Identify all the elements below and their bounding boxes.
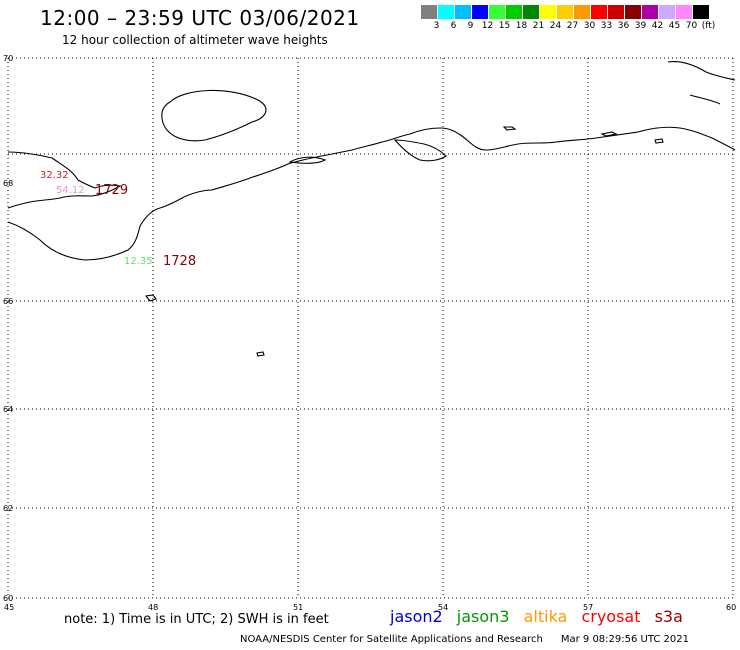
- color-legend-labels: 3 6 9 12 15 18 21 24 27 30 33 36 39 42 45 70 (ft): [421, 21, 740, 33]
- coast-ne: [667, 61, 736, 81]
- legend-label: (ft): [701, 21, 716, 31]
- legend-label: 33: [600, 21, 613, 31]
- x-tick-label: 57: [583, 603, 593, 612]
- credit-text: NOAA/NESDIS Center for Satellite Applica…: [240, 634, 543, 645]
- islet-3: [502, 126, 517, 131]
- coast-west: [7, 151, 122, 209]
- satellite-jason3: jason3: [456, 607, 510, 626]
- islet-4: [600, 131, 618, 137]
- page-subtitle: 12 hour collection of altimeter wave hei…: [62, 33, 328, 47]
- islet-1: [144, 294, 157, 302]
- legend-swatch: [625, 5, 642, 19]
- y-tick-label: 64: [3, 405, 13, 414]
- legend-label: 39: [634, 21, 647, 31]
- legend-swatch: [693, 5, 710, 19]
- coastlines: [7, 61, 736, 357]
- satellite-s3a: s3a: [654, 607, 683, 626]
- legend-swatch: [608, 5, 625, 19]
- legend-label: 3: [433, 21, 440, 31]
- legend-swatch: [506, 5, 523, 19]
- x-tick-label: 54: [438, 603, 448, 612]
- y-tick-label: 66: [3, 297, 13, 306]
- y-tick-label: 68: [3, 179, 13, 188]
- island-north: [161, 89, 267, 142]
- coast-west-lower: [7, 189, 213, 261]
- legend-label: 15: [498, 21, 511, 31]
- y-tick-label: 60: [3, 594, 13, 603]
- coast-main: [211, 126, 736, 191]
- islet-5: [654, 138, 664, 144]
- legend-swatch: [591, 5, 608, 19]
- legend-label: 21: [532, 21, 545, 31]
- timestamp: Mar 9 08:29:56 UTC 2021: [560, 634, 689, 645]
- time-label: 1729: [95, 183, 128, 198]
- legend-swatch: [557, 5, 574, 19]
- legend-label: 36: [617, 21, 630, 31]
- legend-label: 70: [685, 21, 698, 31]
- coast-ne-2: [689, 94, 721, 105]
- legend-label: 27: [566, 21, 579, 31]
- satellite-altika: altika: [523, 607, 568, 626]
- legend-label: 18: [515, 21, 528, 31]
- islet-2: [256, 351, 265, 357]
- coast-inlet: [288, 156, 327, 164]
- legend-swatch: [659, 5, 676, 19]
- time-label: 1728: [163, 254, 196, 269]
- swh-value: 32.32: [40, 170, 69, 181]
- legend-label: 12: [481, 21, 494, 31]
- legend-swatch: [421, 5, 438, 19]
- y-tick-label: 70: [3, 54, 13, 63]
- legend-swatch: [489, 5, 506, 19]
- legend-swatch: [540, 5, 557, 19]
- legend-label: 42: [651, 21, 664, 31]
- legend-swatch: [523, 5, 540, 19]
- footnote: note: 1) Time is in UTC; 2) SWH is in fe…: [64, 612, 329, 627]
- satellite-jason2: jason2: [390, 607, 443, 626]
- legend-label: 6: [450, 21, 457, 31]
- legend-swatch: [438, 5, 455, 19]
- x-tick-label: 45: [4, 603, 14, 612]
- coast-bay: [393, 139, 447, 162]
- footer: NOAA/NESDIS Center for Satellite Applica…: [240, 634, 689, 645]
- x-tick-label: 48: [148, 603, 158, 612]
- legend-label: 24: [549, 21, 562, 31]
- legend-swatch: [642, 5, 659, 19]
- y-tick-label: 62: [3, 504, 13, 513]
- legend-swatch: [455, 5, 472, 19]
- observations: 32.32 54.12 1729 12.35 1728: [40, 170, 196, 269]
- x-tick-label: 51: [293, 603, 303, 612]
- grid-lines: [7, 57, 735, 599]
- x-tick-label: 60: [726, 603, 736, 612]
- satellite-legend: jason2 jason3 altika cryosat s3a: [390, 607, 692, 626]
- swh-value: 54.12: [56, 185, 85, 196]
- axis-labels: 70 68 66 64 62 60 45 48 51 54 57 60: [3, 54, 736, 612]
- legend-swatch: [472, 5, 489, 19]
- color-legend: [421, 5, 710, 19]
- swh-value: 12.35: [124, 256, 153, 267]
- legend-swatch: [676, 5, 693, 19]
- legend-swatch: [574, 5, 591, 19]
- legend-label: 30: [583, 21, 596, 31]
- page-title: 12:00 – 23:59 UTC 03/06/2021: [40, 6, 360, 30]
- legend-label: 9: [467, 21, 474, 31]
- legend-label: 45: [668, 21, 681, 31]
- satellite-cryosat: cryosat: [581, 607, 641, 626]
